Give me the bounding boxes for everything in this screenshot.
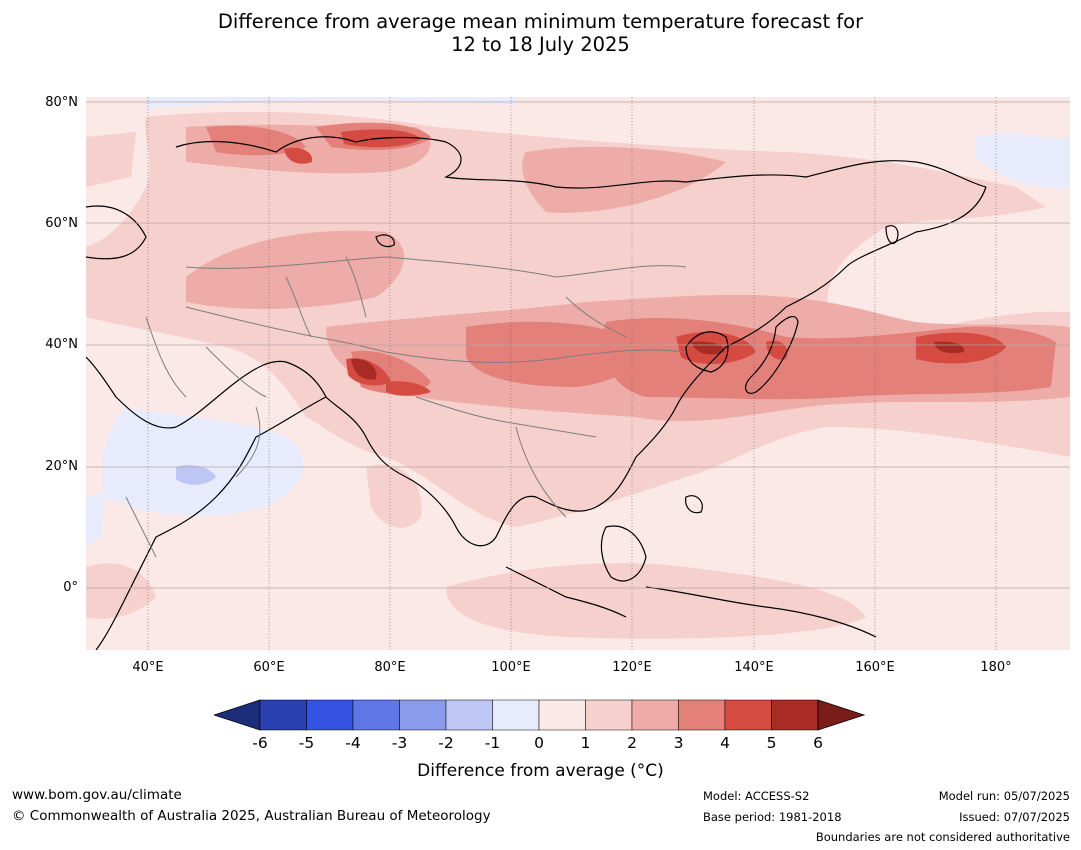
country-borders — [125, 256, 687, 558]
colorbar-segment — [259, 699, 307, 731]
colorbar-tick-label: -1 — [484, 734, 501, 752]
colorbar-segment — [306, 699, 354, 731]
colorbar-tick-label: 5 — [766, 734, 777, 752]
lon-label-160e: 160°E — [855, 660, 895, 675]
colorbar-tick-label: 6 — [813, 734, 823, 752]
lon-label-120e: 120°E — [612, 660, 652, 675]
colorbar-tick-label: 0 — [534, 734, 544, 752]
copyright-text: © Commonwealth of Australia 2025, Austra… — [12, 808, 491, 824]
colorbar-segment — [724, 699, 772, 731]
colorbar-tick-label: 1 — [580, 734, 591, 752]
warm-anomaly-5-6 — [351, 341, 965, 380]
colorbar-segment — [678, 699, 726, 731]
colorbar-segment — [771, 699, 819, 731]
colorbar-tick-label: 2 — [627, 734, 637, 752]
colorbar-tick-label: 3 — [673, 734, 684, 752]
disclaimer-text: Boundaries are not considered authoritat… — [815, 830, 1070, 844]
lon-label-140e: 140°E — [734, 660, 774, 675]
colorbar-tick-label: -4 — [345, 734, 361, 752]
map-title: Difference from average mean minimum tem… — [0, 10, 1081, 56]
colorbar-segment — [352, 699, 400, 731]
title-line-1: Difference from average mean minimum tem… — [217, 10, 864, 33]
lat-label-20n: 20°N — [45, 459, 78, 474]
model-text: Model: ACCESS-S2 — [703, 789, 810, 803]
latitude-lines — [86, 101, 1070, 589]
colorbar-segment — [399, 699, 447, 731]
issued-text: Issued: 07/07/2025 — [959, 810, 1070, 824]
colorbar-segment — [492, 699, 540, 731]
lat-label-60n: 60°N — [45, 216, 78, 231]
colorbar-segment — [585, 699, 633, 731]
colorbar — [214, 699, 866, 731]
model-run-text: Model run: 05/07/2025 — [938, 789, 1070, 803]
colorbar-title: Difference from average (°C) — [417, 761, 664, 781]
colorbar-tick-label: 4 — [720, 734, 730, 752]
colorbar-segment — [631, 699, 679, 731]
lon-label-40e: 40°E — [132, 660, 164, 675]
website-text: www.bom.gov.au/climate — [12, 787, 182, 803]
lon-label-60e: 60°E — [253, 660, 285, 675]
colorbar-tick-label: -3 — [391, 734, 408, 752]
coastlines — [86, 136, 987, 650]
lon-label-100e: 100°E — [491, 660, 531, 675]
graticule — [147, 97, 997, 650]
temperature-anomaly-map — [86, 97, 1070, 650]
colorbar-arrow-low — [214, 699, 261, 731]
colorbar-arrow-high — [817, 699, 866, 731]
lat-label-80n: 80°N — [45, 95, 78, 110]
lat-label-40n: 40°N — [45, 337, 78, 352]
colorbar-segment — [445, 699, 493, 731]
colorbar-segment — [538, 699, 586, 731]
colorbar-tick-label: -5 — [298, 734, 315, 752]
base-period-text: Base period: 1981-2018 — [703, 810, 842, 824]
title-line-2: 12 to 18 July 2025 — [451, 33, 630, 56]
lon-label-80e: 80°E — [374, 660, 406, 675]
lat-label-0: 0° — [63, 580, 78, 595]
lon-label-180: 180° — [980, 660, 1012, 675]
colorbar-tick-label: -6 — [252, 734, 268, 752]
colorbar-tick-label: -2 — [438, 734, 454, 752]
